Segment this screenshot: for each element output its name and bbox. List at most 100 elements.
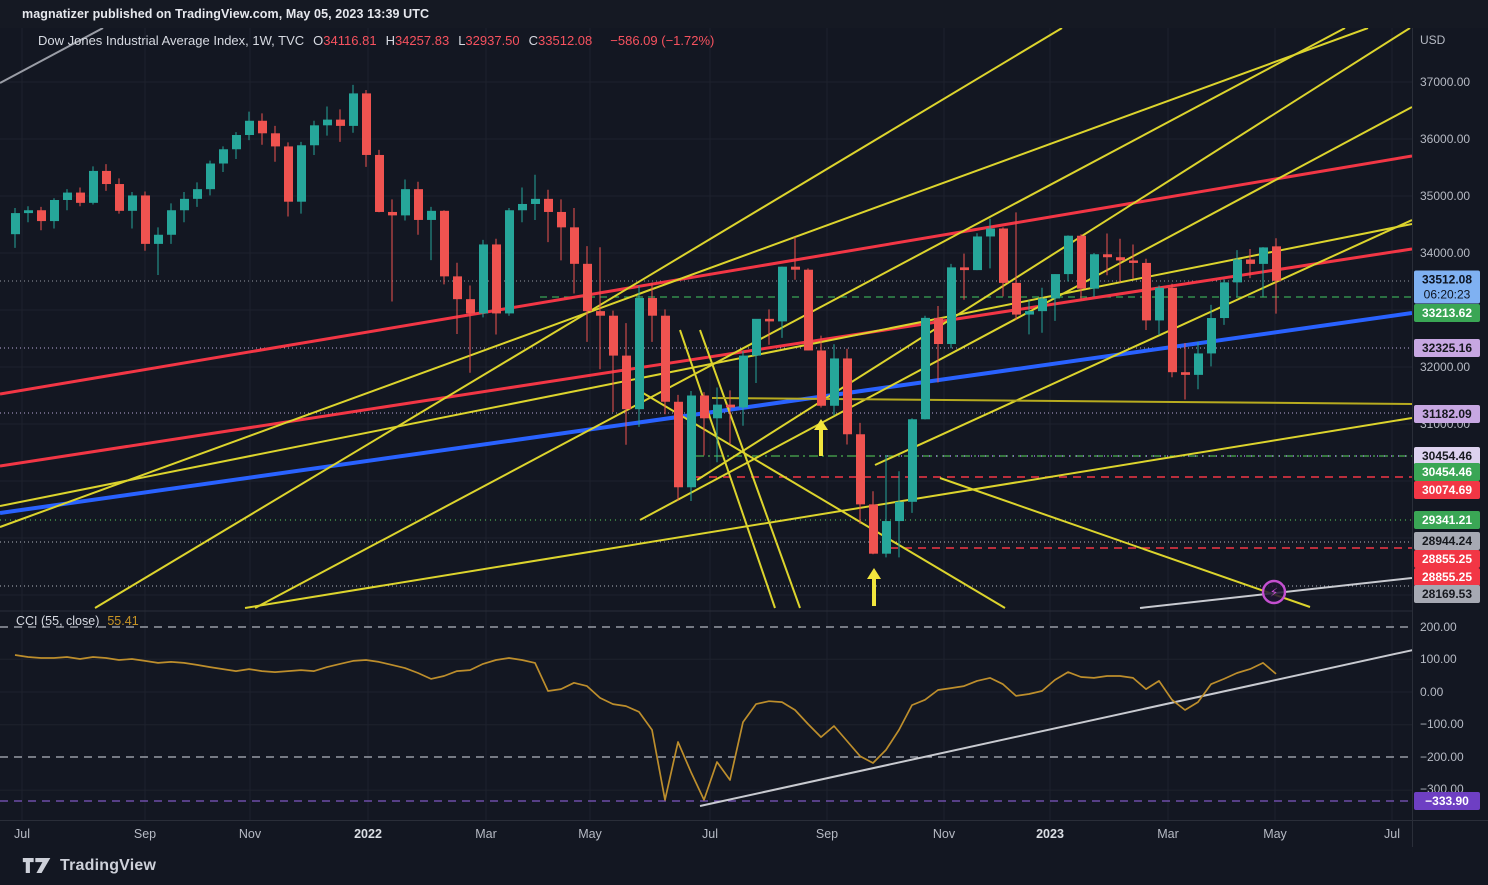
candle-body[interactable]	[258, 120, 267, 134]
candle-body[interactable]	[466, 299, 475, 314]
candle-body[interactable]	[791, 266, 800, 270]
candle-body[interactable]	[128, 195, 137, 211]
trend-line[interactable]	[0, 28, 1369, 528]
candle-body[interactable]	[492, 244, 501, 314]
candle-body[interactable]	[583, 263, 592, 312]
candle-body[interactable]	[895, 501, 904, 522]
candle-body[interactable]	[869, 504, 878, 554]
candle-body[interactable]	[726, 404, 735, 408]
trend-line[interactable]	[0, 223, 1412, 507]
time-axis[interactable]: Jul Sep Nov 2022 Mar May Jul Sep Nov 2023 Mar May Ju…	[0, 820, 1488, 847]
candle-body[interactable]	[1129, 260, 1138, 263]
up-arrow-icon[interactable]	[814, 419, 828, 430]
candle-body[interactable]	[960, 267, 969, 271]
trend-line[interactable]	[0, 154, 1412, 396]
candle-body[interactable]	[999, 228, 1008, 283]
candle-body[interactable]	[323, 119, 332, 126]
candle-body[interactable]	[102, 170, 111, 185]
candle-body[interactable]	[427, 210, 436, 220]
candle-body[interactable]	[115, 184, 124, 211]
candle-body[interactable]	[531, 198, 540, 204]
symbol-legend[interactable]: Dow Jones Industrial Average Index, 1W, …	[38, 33, 714, 48]
candle-body[interactable]	[50, 199, 59, 222]
candle-body[interactable]	[1090, 254, 1099, 289]
candle-body[interactable]	[1194, 353, 1203, 375]
candle-body[interactable]	[232, 135, 241, 150]
candle-body[interactable]	[219, 149, 228, 164]
candle-body[interactable]	[687, 395, 696, 488]
price-chart-canvas[interactable]: ⚡	[0, 28, 1412, 820]
candle-body[interactable]	[401, 189, 410, 216]
candle-body[interactable]	[193, 189, 202, 199]
candle-body[interactable]	[388, 211, 397, 216]
trend-line[interactable]	[0, 28, 104, 84]
trend-line[interactable]	[0, 247, 1412, 468]
candle-body[interactable]	[557, 211, 566, 228]
candle-body[interactable]	[804, 269, 813, 351]
trend-line[interactable]	[939, 477, 1311, 608]
candle-body[interactable]	[700, 395, 709, 419]
candle-body[interactable]	[661, 315, 670, 402]
candle-body[interactable]	[89, 170, 98, 203]
candle-body[interactable]	[609, 315, 618, 356]
candle-body[interactable]	[947, 267, 956, 345]
candle-body[interactable]	[76, 192, 85, 203]
candle-body[interactable]	[1155, 287, 1164, 321]
candle-body[interactable]	[349, 93, 358, 126]
candle-body[interactable]	[479, 244, 488, 314]
candle-body[interactable]	[284, 146, 293, 202]
candle-body[interactable]	[24, 210, 33, 214]
candle-body[interactable]	[1259, 247, 1268, 264]
candle-body[interactable]	[1233, 259, 1242, 283]
candle-body[interactable]	[518, 203, 527, 211]
candle-body[interactable]	[1103, 254, 1112, 258]
tradingview-wordmark[interactable]: TradingView	[60, 856, 157, 874]
trend-line[interactable]	[244, 417, 1412, 609]
candle-body[interactable]	[11, 213, 20, 235]
price-axis[interactable]: USD 37000.00 36000.00 35000.00 34000.00 32000…	[1412, 28, 1488, 820]
candle-body[interactable]	[973, 236, 982, 271]
candle-body[interactable]	[674, 401, 683, 488]
candle-body[interactable]	[453, 276, 462, 300]
candle-body[interactable]	[830, 358, 839, 406]
candle-body[interactable]	[778, 266, 787, 322]
cci-indicator-legend[interactable]: CCI (55, close) 55.41	[16, 614, 139, 628]
candle-body[interactable]	[765, 318, 774, 322]
trend-line[interactable]	[874, 219, 1412, 466]
candle-body[interactable]	[713, 404, 722, 419]
candle-body[interactable]	[1077, 235, 1086, 289]
candle-body[interactable]	[414, 189, 423, 220]
symbol-title[interactable]: Dow Jones Industrial Average Index, 1W, …	[38, 33, 305, 48]
candle-body[interactable]	[635, 298, 644, 410]
candle-body[interactable]	[1025, 311, 1034, 315]
candle-body[interactable]	[206, 163, 215, 190]
up-arrow-icon[interactable]	[867, 568, 881, 579]
candle-body[interactable]	[739, 355, 748, 408]
candle-body[interactable]	[336, 119, 345, 126]
cci-series-line[interactable]	[14, 654, 1277, 801]
candle-body[interactable]	[154, 234, 163, 244]
candle-body[interactable]	[544, 198, 553, 212]
candle-body[interactable]	[1038, 298, 1047, 312]
candle-body[interactable]	[310, 125, 319, 146]
candle-body[interactable]	[648, 298, 657, 316]
trend-line[interactable]	[94, 28, 1063, 609]
candle-body[interactable]	[1064, 235, 1073, 275]
candle-body[interactable]	[375, 154, 384, 212]
candle-body[interactable]	[63, 192, 72, 200]
candle-body[interactable]	[180, 198, 189, 211]
candle-body[interactable]	[440, 210, 449, 277]
candle-body[interactable]	[934, 317, 943, 345]
zap-circle-marker[interactable]: ⚡	[1261, 579, 1287, 605]
candle-body[interactable]	[1246, 259, 1255, 264]
cci-legend-title[interactable]: CCI (55, close)	[16, 614, 100, 628]
candle-body[interactable]	[622, 355, 631, 410]
candle-body[interactable]	[570, 227, 579, 264]
candle-body[interactable]	[141, 195, 150, 244]
candle-body[interactable]	[1012, 282, 1021, 315]
candle-body[interactable]	[362, 93, 371, 155]
candle-body[interactable]	[752, 318, 761, 356]
trend-line[interactable]	[696, 28, 1411, 481]
candle-body[interactable]	[37, 210, 46, 222]
candle-body[interactable]	[1220, 282, 1229, 319]
